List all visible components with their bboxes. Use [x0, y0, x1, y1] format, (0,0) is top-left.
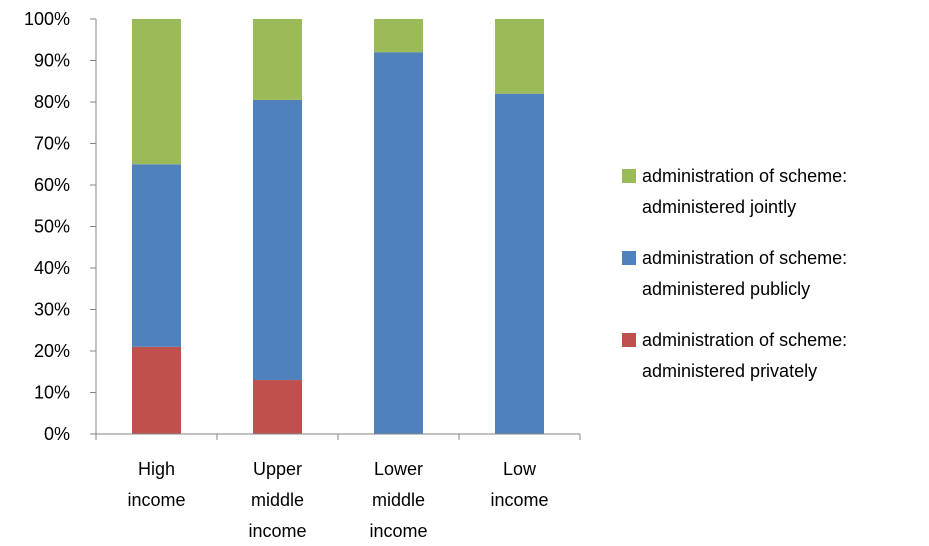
x-tick-label: Lower middle income — [369, 459, 427, 541]
bar-segment — [132, 164, 181, 347]
bar-segment — [374, 52, 423, 434]
legend: administration of scheme: administered jo… — [622, 166, 847, 381]
legend-label: administration of scheme: administered pr… — [642, 330, 847, 381]
y-tick-label: 90% — [34, 51, 70, 71]
bar-segment — [132, 346, 181, 434]
x-tick-label: Low income — [490, 459, 548, 510]
y-tick-label: 100% — [24, 9, 70, 29]
bar-segment — [495, 93, 544, 434]
bars — [132, 19, 544, 434]
y-tick-label: 70% — [34, 134, 70, 154]
x-tick-label: Upper middle income — [248, 459, 306, 541]
bar-segment — [253, 19, 302, 100]
bar-segment — [132, 19, 181, 165]
y-axis: 0% 10% 20% 30% 40% 50% 60% 70% 80% 90% 100% — [24, 9, 97, 444]
legend-swatch — [622, 333, 636, 347]
y-tick-label: 60% — [34, 175, 70, 195]
x-tick-label: High income — [127, 459, 185, 510]
y-tick-label: 50% — [34, 217, 70, 237]
legend-item: administration of scheme: administered pu… — [622, 248, 847, 299]
y-tick-label: 40% — [34, 258, 70, 278]
legend-swatch — [622, 169, 636, 183]
legend-item: administration of scheme: administered jo… — [622, 166, 847, 217]
y-tick-label: 80% — [34, 92, 70, 112]
bar-segment — [495, 19, 544, 94]
y-tick-label: 30% — [34, 300, 70, 320]
legend-swatch — [622, 251, 636, 265]
legend-label: administration of scheme: administered pu… — [642, 248, 847, 299]
legend-item: administration of scheme: administered pr… — [622, 330, 847, 381]
y-tick-label: 20% — [34, 341, 70, 361]
y-tick-label: 0% — [44, 424, 70, 444]
bar-segment — [253, 380, 302, 434]
bar-segment — [253, 99, 302, 381]
bar-segment — [374, 19, 423, 53]
legend-label: administration of scheme: administered jo… — [642, 166, 847, 217]
x-axis: High income Upper middle income Lower middle in… — [95, 433, 581, 541]
y-tick-label: 10% — [34, 383, 70, 403]
